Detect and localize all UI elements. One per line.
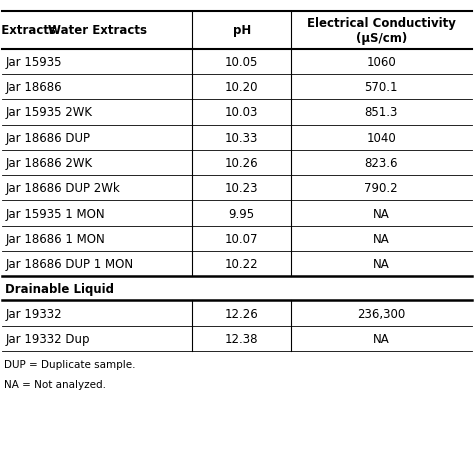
Text: 10.07: 10.07: [225, 232, 258, 245]
Text: 823.6: 823.6: [365, 156, 398, 169]
Text: 12.38: 12.38: [225, 332, 258, 345]
Text: NA: NA: [373, 232, 390, 245]
Text: 12.26: 12.26: [225, 307, 259, 320]
Text: Water Extracts: Water Extracts: [0, 24, 55, 37]
Text: 10.23: 10.23: [225, 182, 258, 195]
Text: Jar 19332 Dup: Jar 19332 Dup: [5, 332, 90, 345]
Text: Jar 18686 DUP 2Wk: Jar 18686 DUP 2Wk: [5, 182, 120, 195]
Text: 10.33: 10.33: [225, 131, 258, 144]
Text: Jar 18686 DUP 1 MON: Jar 18686 DUP 1 MON: [5, 257, 133, 270]
Text: Jar 19332: Jar 19332: [5, 307, 62, 320]
Text: 9.95: 9.95: [228, 207, 255, 220]
Text: Jar 18686 DUP: Jar 18686 DUP: [5, 131, 90, 144]
Text: 851.3: 851.3: [365, 106, 398, 119]
Text: NA: NA: [373, 207, 390, 220]
Text: Jar 15935 2WK: Jar 15935 2WK: [5, 106, 92, 119]
Text: Jar 15935: Jar 15935: [5, 56, 62, 69]
Text: pH: pH: [233, 24, 251, 37]
Text: Jar 18686 1 MON: Jar 18686 1 MON: [5, 232, 105, 245]
Text: Jar 18686 2WK: Jar 18686 2WK: [5, 156, 92, 169]
Text: Drainable Liquid: Drainable Liquid: [5, 282, 114, 295]
Text: 10.20: 10.20: [225, 81, 258, 94]
Text: Jar 15935 1 MON: Jar 15935 1 MON: [5, 207, 105, 220]
Text: NA: NA: [373, 257, 390, 270]
Text: 10.26: 10.26: [225, 156, 258, 169]
Text: 790.2: 790.2: [365, 182, 398, 195]
Text: DUP = Duplicate sample.: DUP = Duplicate sample.: [4, 359, 136, 369]
Text: Jar 18686: Jar 18686: [5, 81, 62, 94]
Text: 10.22: 10.22: [225, 257, 258, 270]
Text: NA = Not analyzed.: NA = Not analyzed.: [4, 379, 106, 389]
Text: 570.1: 570.1: [365, 81, 398, 94]
Text: 1060: 1060: [366, 56, 396, 69]
Text: 236,300: 236,300: [357, 307, 405, 320]
Text: Electrical Conductivity
(μS/cm): Electrical Conductivity (μS/cm): [307, 17, 456, 44]
Text: Water Extracts: Water Extracts: [48, 24, 147, 37]
Text: 10.03: 10.03: [225, 106, 258, 119]
Text: 1040: 1040: [366, 131, 396, 144]
Text: 10.05: 10.05: [225, 56, 258, 69]
Text: NA: NA: [373, 332, 390, 345]
